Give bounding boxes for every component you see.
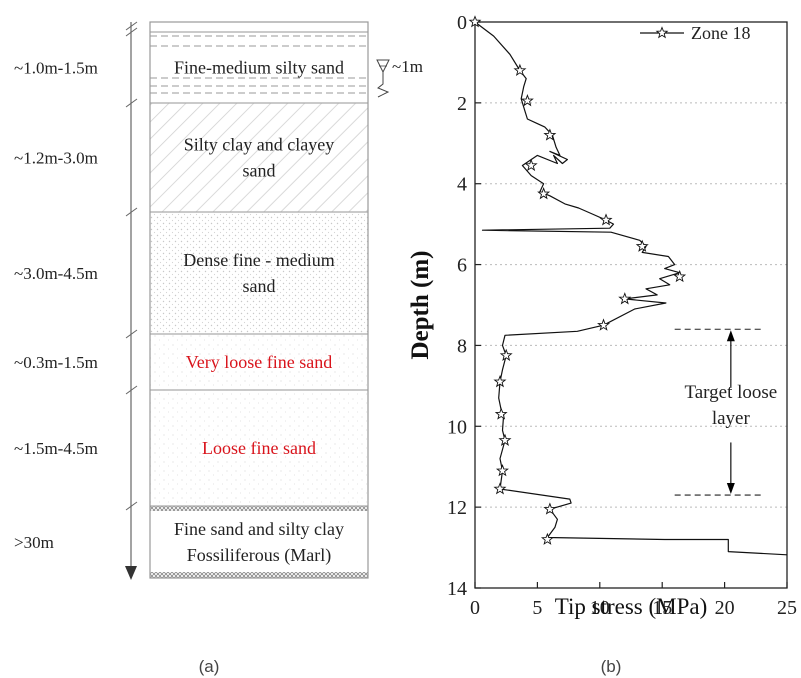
y-tick-label: 10 — [447, 416, 467, 438]
arrow-up-icon — [726, 330, 735, 342]
layer-description: Dense fine - medium — [183, 250, 334, 270]
layer-description: Silty clay and clayey — [184, 135, 334, 155]
series-zone-18 — [468, 15, 788, 556]
layer-description: sand — [243, 161, 276, 181]
plot-frame — [474, 21, 788, 589]
soil-layer-fill — [150, 390, 368, 506]
soil-depth-axis — [125, 22, 137, 580]
soil-layer: >30m Fine sand and silty clay Fossiliferou… — [14, 501, 368, 578]
layer-description: Very loose fine sand — [186, 352, 332, 372]
legend-label: Zone 18 — [691, 23, 750, 43]
data-point-star — [468, 15, 482, 28]
layer-thickness-label: ~1.2m-3.0m — [14, 149, 98, 168]
soil-layer-fill — [150, 334, 368, 390]
legend: Zone 18 — [640, 23, 750, 43]
data-point-star — [524, 158, 538, 172]
data-point-star — [543, 128, 557, 141]
soil-layer-fill — [150, 32, 368, 103]
soil-layer-fill — [150, 103, 368, 212]
y-tick-label: 12 — [447, 497, 467, 519]
data-point-star — [599, 213, 613, 226]
x-tick-label: 0 — [470, 597, 480, 619]
data-point-star — [520, 93, 534, 107]
x-axis-title: Tip stress (MPa) — [555, 594, 708, 619]
y-tick-label: 8 — [457, 335, 467, 357]
target-layer-label: layer — [712, 408, 751, 429]
data-point-star — [597, 318, 611, 331]
x-tick-label: 15 — [652, 597, 672, 619]
data-point-star — [673, 269, 687, 283]
panel-a-label: (a) — [199, 657, 220, 676]
soil-layer: ~1.0m-1.5m Fine-medium silty sand — [14, 27, 368, 103]
layer-thickness-label: ~1.0m-1.5m — [14, 59, 98, 78]
data-point-star — [540, 532, 554, 545]
cross-band-top — [150, 506, 368, 511]
y-tick-label: 0 — [457, 12, 467, 34]
data-point-star — [513, 63, 527, 77]
soil-layer-fill — [150, 212, 368, 334]
soil-layer: ~0.3m-1.5m Very loose fine sand — [14, 329, 368, 390]
data-point-star — [493, 482, 507, 495]
x-tick-label: 5 — [532, 597, 542, 619]
down-arrow-icon — [125, 566, 137, 580]
x-tick-label: 10 — [590, 597, 610, 619]
layer-description: Fossiliferous (Marl) — [187, 545, 331, 566]
data-point-star — [635, 239, 649, 252]
soil-profile-panel: ~1.0m-1.5m Fine-medium silty sand ~1.2m-3.… — [14, 21, 369, 579]
layer-description: Fine-medium silty sand — [174, 58, 344, 78]
y-tick-label: 2 — [457, 93, 467, 115]
y-tick-label: 4 — [457, 174, 467, 196]
layer-thickness-label: >30m — [14, 533, 54, 552]
data-point-star — [493, 374, 507, 388]
cross-band-bottom — [150, 572, 368, 578]
data-point-star — [494, 407, 508, 420]
data-point-star — [498, 433, 512, 446]
series-line — [474, 21, 788, 556]
soil-layer: ~3.0m-4.5m Dense fine - medium sand — [14, 207, 368, 334]
y-tick-label: 14 — [447, 578, 467, 600]
x-tick-label: 20 — [715, 597, 735, 619]
water-table-icon — [377, 72, 390, 98]
soil-layer-fill — [150, 506, 368, 578]
soil-layer: ~1.2m-3.0m Silty clay and clayey sand — [14, 98, 368, 212]
data-point-star — [499, 348, 513, 362]
data-point-star — [543, 502, 557, 515]
layer-thickness-label: ~3.0m-4.5m — [14, 264, 98, 283]
y-axis-title: Depth (m) — [407, 250, 434, 359]
layer-description: sand — [243, 276, 276, 296]
soil-column-frame — [149, 21, 369, 579]
layer-thickness-label: ~1.5m-4.5m — [14, 439, 98, 458]
panel-b-label: (b) — [601, 657, 622, 676]
data-point-star — [537, 186, 551, 200]
layer-thickness-label: ~0.3m-1.5m — [14, 353, 98, 372]
layer-description: Fine sand and silty clay — [174, 519, 344, 539]
arrow-down-icon — [726, 483, 735, 495]
water-table-label: ~1m — [392, 57, 423, 76]
layer-description: Loose fine sand — [202, 438, 316, 458]
water-table-marker: ~1m — [376, 57, 423, 98]
legend-star-icon — [655, 26, 669, 39]
y-tick-label: 6 — [457, 255, 467, 277]
data-point-star — [495, 464, 509, 477]
data-point-star — [618, 292, 632, 305]
target-layer-label: Target loose — [684, 382, 777, 403]
soil-layer: ~1.5m-4.5m Loose fine sand — [14, 385, 368, 506]
x-tick-label: 25 — [777, 597, 797, 619]
